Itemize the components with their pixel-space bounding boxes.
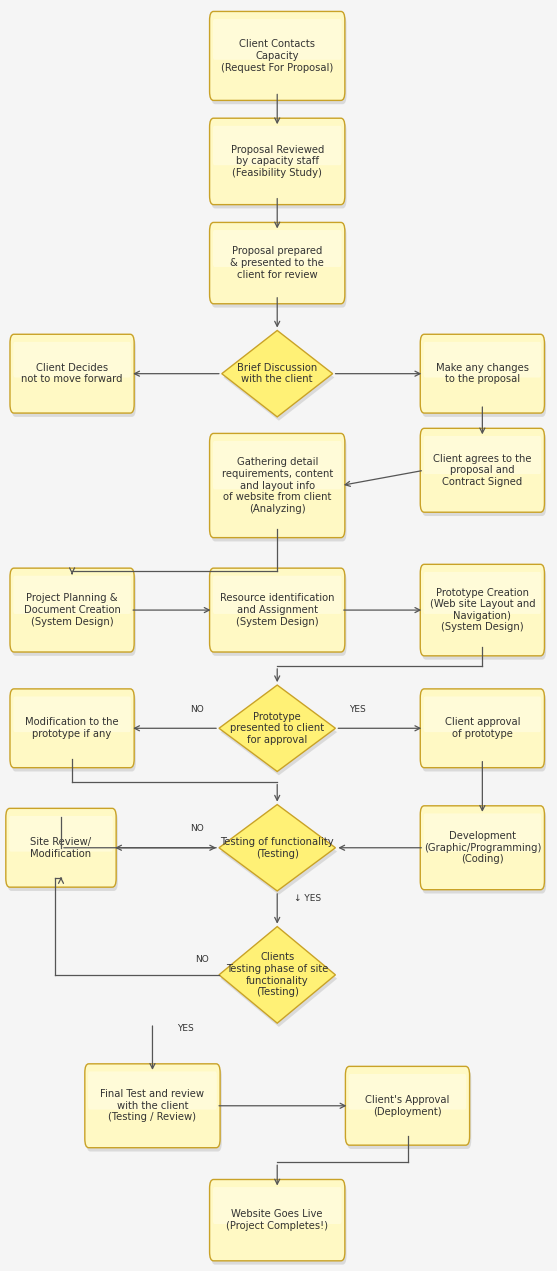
FancyBboxPatch shape xyxy=(10,334,134,413)
Text: Make any changes
to the proposal: Make any changes to the proposal xyxy=(436,364,529,384)
FancyBboxPatch shape xyxy=(423,436,541,474)
Text: Brief Discussion
with the client: Brief Discussion with the client xyxy=(237,364,317,384)
FancyBboxPatch shape xyxy=(10,568,134,652)
Text: Testing of functionality
(Testing): Testing of functionality (Testing) xyxy=(221,838,334,858)
FancyBboxPatch shape xyxy=(423,342,541,377)
Polygon shape xyxy=(221,808,337,895)
FancyBboxPatch shape xyxy=(421,689,544,768)
FancyBboxPatch shape xyxy=(209,568,345,652)
FancyBboxPatch shape xyxy=(211,226,346,308)
FancyBboxPatch shape xyxy=(9,816,113,852)
FancyBboxPatch shape xyxy=(422,568,546,660)
Text: Client's Approval
(Deployment): Client's Approval (Deployment) xyxy=(365,1096,449,1116)
Text: YES: YES xyxy=(349,704,366,714)
FancyBboxPatch shape xyxy=(421,334,544,413)
Text: NO: NO xyxy=(190,704,204,714)
Polygon shape xyxy=(222,330,333,417)
FancyBboxPatch shape xyxy=(347,1070,471,1149)
FancyBboxPatch shape xyxy=(422,432,546,516)
FancyBboxPatch shape xyxy=(209,11,345,100)
FancyBboxPatch shape xyxy=(349,1074,466,1110)
Text: Final Test and review
with the client
(Testing / Review): Final Test and review with the client (T… xyxy=(100,1089,204,1122)
FancyBboxPatch shape xyxy=(213,19,341,60)
Text: Client approval
of prototype: Client approval of prototype xyxy=(444,718,520,738)
FancyBboxPatch shape xyxy=(12,693,136,771)
Polygon shape xyxy=(219,685,335,771)
FancyBboxPatch shape xyxy=(12,338,136,417)
FancyBboxPatch shape xyxy=(423,697,541,732)
FancyBboxPatch shape xyxy=(88,1071,217,1110)
FancyBboxPatch shape xyxy=(13,342,131,377)
Text: Proposal Reviewed
by capacity staff
(Feasibility Study): Proposal Reviewed by capacity staff (Fea… xyxy=(231,145,324,178)
FancyBboxPatch shape xyxy=(85,1064,220,1148)
FancyBboxPatch shape xyxy=(211,122,346,208)
FancyBboxPatch shape xyxy=(421,564,544,656)
Text: Development
(Graphic/Programming)
(Coding): Development (Graphic/Programming) (Codin… xyxy=(424,831,541,864)
Text: NO: NO xyxy=(196,955,209,965)
FancyBboxPatch shape xyxy=(10,689,134,768)
Text: Client Decides
not to move forward: Client Decides not to move forward xyxy=(21,364,123,384)
FancyBboxPatch shape xyxy=(213,230,341,267)
Text: Prototype
presented to client
for approval: Prototype presented to client for approv… xyxy=(230,712,324,745)
Polygon shape xyxy=(221,930,337,1027)
FancyBboxPatch shape xyxy=(213,1187,341,1224)
FancyBboxPatch shape xyxy=(209,222,345,304)
Text: Site Review/
Modification: Site Review/ Modification xyxy=(31,838,91,858)
FancyBboxPatch shape xyxy=(13,697,131,732)
Text: NO: NO xyxy=(190,824,204,834)
FancyBboxPatch shape xyxy=(12,572,136,656)
FancyBboxPatch shape xyxy=(211,15,346,104)
Text: Resource identification
and Assignment
(System Design): Resource identification and Assignment (… xyxy=(220,594,334,627)
FancyBboxPatch shape xyxy=(86,1068,222,1152)
FancyBboxPatch shape xyxy=(13,576,131,614)
FancyBboxPatch shape xyxy=(6,808,116,887)
Text: Clients
Testing phase of site
functionality
(Testing): Clients Testing phase of site functional… xyxy=(226,952,329,998)
FancyBboxPatch shape xyxy=(422,338,546,417)
FancyBboxPatch shape xyxy=(213,576,341,614)
Polygon shape xyxy=(219,927,335,1023)
FancyBboxPatch shape xyxy=(209,1179,345,1261)
Text: Modification to the
prototype if any: Modification to the prototype if any xyxy=(25,718,119,738)
Polygon shape xyxy=(223,334,334,421)
FancyBboxPatch shape xyxy=(211,437,346,541)
Text: Project Planning &
Document Creation
(System Design): Project Planning & Document Creation (Sy… xyxy=(23,594,120,627)
Polygon shape xyxy=(219,805,335,891)
FancyBboxPatch shape xyxy=(423,572,541,614)
Polygon shape xyxy=(221,689,337,775)
Text: Website Goes Live
(Project Completes!): Website Goes Live (Project Completes!) xyxy=(226,1210,328,1230)
Text: Proposal prepared
& presented to the
client for review: Proposal prepared & presented to the cli… xyxy=(230,247,324,280)
FancyBboxPatch shape xyxy=(422,810,546,894)
Text: Client Contacts
Capacity
(Request For Proposal): Client Contacts Capacity (Request For Pr… xyxy=(221,39,333,72)
Text: Gathering detail
requirements, content
and layout info
of website from client
(A: Gathering detail requirements, content a… xyxy=(222,458,333,513)
FancyBboxPatch shape xyxy=(209,433,345,538)
FancyBboxPatch shape xyxy=(213,441,341,489)
Text: Client agrees to the
proposal and
Contract Signed: Client agrees to the proposal and Contra… xyxy=(433,454,531,487)
FancyBboxPatch shape xyxy=(345,1066,470,1145)
Text: Prototype Creation
(Web site Layout and
Navigation)
(System Design): Prototype Creation (Web site Layout and … xyxy=(429,587,535,633)
FancyBboxPatch shape xyxy=(7,812,118,891)
FancyBboxPatch shape xyxy=(423,813,541,852)
Text: ↓ YES: ↓ YES xyxy=(294,894,321,904)
FancyBboxPatch shape xyxy=(209,118,345,205)
FancyBboxPatch shape xyxy=(422,693,546,771)
FancyBboxPatch shape xyxy=(211,572,346,656)
FancyBboxPatch shape xyxy=(211,1183,346,1265)
Text: YES: YES xyxy=(177,1024,194,1033)
FancyBboxPatch shape xyxy=(421,428,544,512)
FancyBboxPatch shape xyxy=(421,806,544,890)
FancyBboxPatch shape xyxy=(213,126,341,165)
